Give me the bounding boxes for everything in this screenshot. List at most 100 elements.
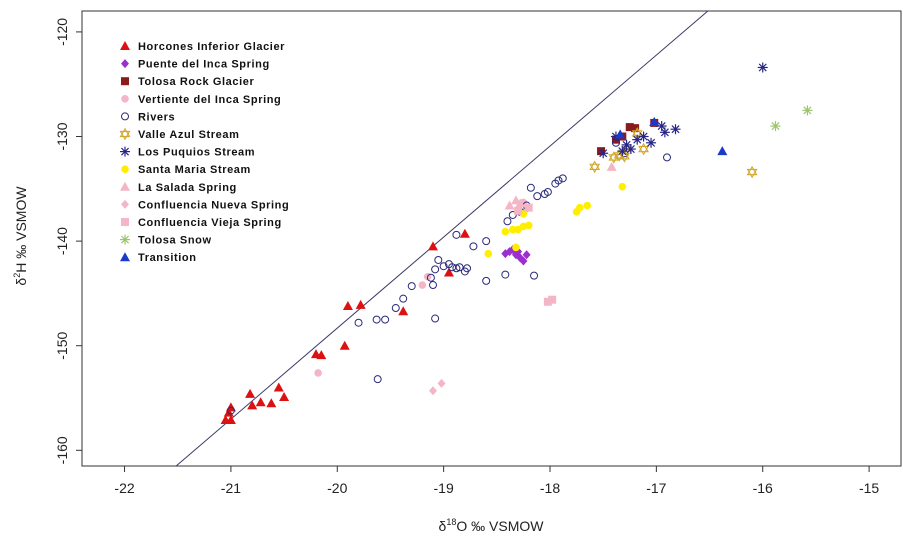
legend-item-la-salada-spring: La Salada Spring: [120, 181, 237, 194]
point-horcones-inferior-glacier: [245, 388, 256, 398]
point-la-salada-spring: [515, 198, 526, 208]
point-rivers: [508, 210, 517, 219]
point-rivers: [501, 270, 510, 279]
y-tick-label: -140: [54, 227, 70, 255]
legend-item-tolosa-snow: Tolosa Snow: [120, 234, 212, 247]
legend-marker: [121, 112, 129, 121]
point-los-puquios-stream: [625, 144, 636, 155]
x-tick-label: -16: [753, 480, 773, 496]
point-rivers: [391, 304, 400, 313]
series-confluencia-vieja-spring: [514, 203, 557, 306]
legend-marker: [121, 165, 129, 173]
series-rivers: [226, 138, 671, 415]
point-puente-del-inca-spring: [522, 250, 531, 260]
legend-marker: [119, 127, 131, 141]
point-santa-maria-stream: [618, 182, 627, 191]
point-horcones-inferior-glacier: [225, 414, 236, 424]
x-tick-label: -15: [859, 480, 879, 496]
point-confluencia-nueva-spring: [429, 386, 437, 396]
legend-item-confluencia-vieja-spring: Confluencia Vieja Spring: [121, 217, 282, 229]
x-tick-label: -20: [327, 480, 347, 496]
series-tolosa-snow: [770, 105, 813, 132]
plot-frame: [81, 10, 902, 467]
point-confluencia-nueva-spring: [437, 378, 446, 388]
point-los-puquios-stream: [656, 121, 667, 132]
series-valle-azul-stream: [589, 127, 758, 179]
point-la-salada-spring: [504, 200, 515, 210]
point-santa-maria-stream: [524, 221, 533, 230]
point-los-puquios-stream: [670, 124, 681, 135]
legend-label: La Salada Spring: [138, 182, 237, 194]
point-confluencia-vieja-spring: [543, 297, 552, 306]
legend-marker: [120, 146, 130, 157]
legend-marker: [120, 252, 130, 262]
legend-item-valle-azul-stream: Valle Azul Stream: [119, 127, 239, 141]
point-santa-maria-stream: [484, 249, 493, 258]
legend-label: Santa Maria Stream: [138, 164, 251, 176]
point-los-puquios-stream: [598, 148, 609, 159]
point-confluencia-vieja-spring: [514, 206, 523, 215]
point-rivers: [469, 242, 478, 251]
legend-item-santa-maria-stream: Santa Maria Stream: [121, 164, 251, 176]
point-confluencia-vieja-spring: [524, 203, 533, 212]
point-tolosa-rock-glacier: [625, 123, 634, 132]
legend-label: Puente del Inca Spring: [138, 59, 270, 71]
point-valle-azul-stream: [589, 160, 601, 174]
legend-marker: [120, 181, 130, 191]
legend-marker: [121, 218, 129, 226]
x-tick-label: -19: [434, 480, 454, 496]
point-santa-maria-stream: [501, 227, 510, 236]
point-vertiente-del-inca-spring: [314, 369, 322, 377]
point-horcones-inferior-glacier: [342, 300, 353, 310]
x-tick-label: -22: [114, 480, 134, 496]
legend-label: Tolosa Rock Glacier: [138, 76, 254, 88]
point-horcones-inferior-glacier: [428, 241, 438, 251]
legend-label: Tolosa Snow: [138, 235, 212, 247]
point-rivers: [530, 271, 539, 280]
legend-item-confluencia-nueva-spring: Confluencia Nueva Spring: [121, 199, 289, 211]
point-puente-del-inca-spring: [505, 247, 514, 257]
legend-item-rivers: Rivers: [121, 111, 175, 123]
y-tick-label: -150: [54, 331, 70, 359]
point-confluencia-vieja-spring: [548, 295, 557, 304]
point-rivers: [463, 264, 472, 273]
point-horcones-inferior-glacier: [255, 397, 266, 407]
legend-marker: [120, 41, 130, 50]
point-los-puquios-stream: [757, 62, 768, 73]
legend-item-los-puquios-stream: Los Puquios Stream: [120, 146, 255, 159]
point-rivers: [426, 273, 435, 282]
point-horcones-inferior-glacier: [273, 382, 284, 392]
legend-marker: [121, 77, 129, 86]
point-horcones-inferior-glacier: [339, 340, 350, 350]
point-rivers: [482, 237, 491, 246]
point-transition: [717, 146, 728, 156]
point-rivers: [407, 282, 416, 291]
series-santa-maria-stream: [484, 182, 627, 258]
point-la-salada-spring: [606, 161, 617, 171]
point-rivers: [533, 192, 542, 201]
y-tick-label: -130: [54, 122, 70, 150]
point-los-puquios-stream: [659, 127, 670, 138]
point-los-puquios-stream: [646, 137, 657, 148]
point-puente-del-inca-spring: [519, 256, 528, 266]
legend-label: Confluencia Vieja Spring: [138, 217, 282, 229]
legend-item-tolosa-rock-glacier: Tolosa Rock Glacier: [121, 76, 254, 88]
legend-label: Vertiente del Inca Spring: [138, 94, 281, 106]
point-horcones-inferior-glacier: [247, 400, 258, 410]
legend-label: Rivers: [138, 111, 175, 123]
point-santa-maria-stream: [512, 243, 520, 252]
series-confluencia-nueva-spring: [429, 378, 446, 396]
series-transition: [615, 116, 728, 156]
legend-item-transition: Transition: [120, 252, 196, 264]
point-rivers: [543, 187, 552, 196]
point-rivers: [452, 264, 461, 273]
legend-label: Los Puquios Stream: [138, 147, 255, 159]
legend-marker: [121, 199, 129, 209]
point-vertiente-del-inca-spring: [418, 281, 427, 289]
point-horcones-inferior-glacier: [398, 306, 409, 316]
y-tick-label: -120: [54, 18, 70, 46]
point-rivers: [399, 294, 408, 303]
legend-marker: [121, 59, 129, 69]
legend-marker: [121, 95, 129, 103]
point-rivers: [354, 318, 363, 327]
